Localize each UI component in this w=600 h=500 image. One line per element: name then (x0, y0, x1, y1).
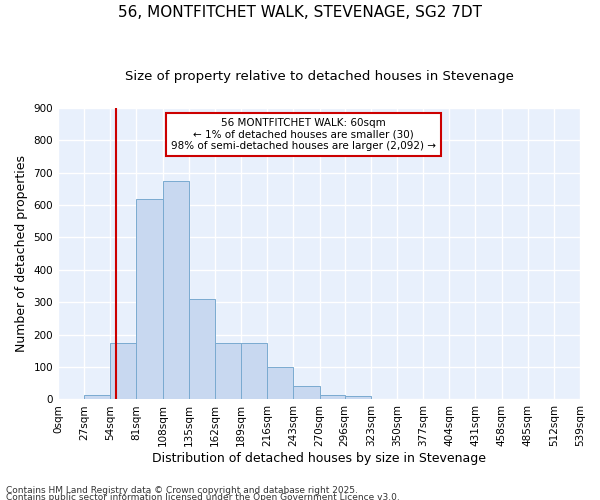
Bar (163, 180, 189, 400)
Text: 56, MONTFITCHET WALK, STEVENAGE, SG2 7DT: 56, MONTFITCHET WALK, STEVENAGE, SG2 7DT (118, 5, 482, 20)
Y-axis label: Number of detached properties: Number of detached properties (15, 155, 28, 352)
Bar (84, 395, 110, 400)
Bar (215, 342, 241, 400)
Text: Contains public sector information licensed under the Open Government Licence v3: Contains public sector information licen… (6, 494, 400, 500)
Bar (241, 342, 267, 400)
X-axis label: Distribution of detached houses by size in Stevenage: Distribution of detached houses by size … (152, 452, 486, 465)
Bar (189, 299, 215, 400)
Bar (344, 396, 371, 400)
Bar (320, 394, 344, 400)
Text: 56 MONTFITCHET WALK: 60sqm
← 1% of detached houses are smaller (30)
98% of semi-: 56 MONTFITCHET WALK: 60sqm ← 1% of detac… (171, 118, 436, 151)
Text: Contains HM Land Registry data © Crown copyright and database right 2025.: Contains HM Land Registry data © Crown c… (6, 486, 358, 495)
Bar (136, 198, 163, 400)
Bar (267, 367, 293, 400)
Bar (110, 342, 136, 400)
Title: Size of property relative to detached houses in Stevenage: Size of property relative to detached ho… (125, 70, 514, 83)
Bar (293, 386, 320, 400)
